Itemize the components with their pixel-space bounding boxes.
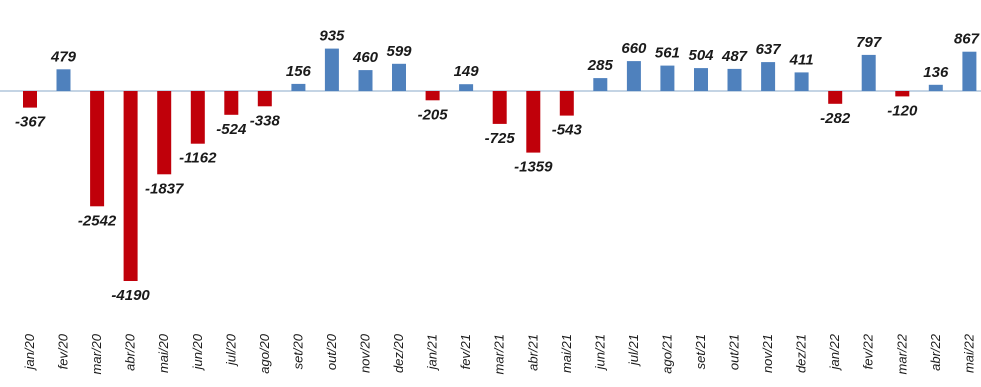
data-label: -205 <box>418 106 449 123</box>
data-label: -120 <box>887 102 918 119</box>
x-tick-label: abr/21 <box>525 334 540 371</box>
x-tick-label: fev/21 <box>458 334 473 369</box>
value-labels-group: -367 479 -2542 -4190 -1837 -1162 -524 -338 156 93… <box>15 28 980 304</box>
bar <box>425 91 440 101</box>
x-tick-label: dez/21 <box>794 334 809 373</box>
x-tick-label: abr/22 <box>928 333 943 371</box>
data-label: -1162 <box>179 150 217 167</box>
bar <box>190 91 205 144</box>
x-tick-label: jan/22 <box>827 333 842 371</box>
x-tick-label: jan/21 <box>425 334 440 371</box>
x-tick-label: set/21 <box>693 334 708 369</box>
bar <box>90 91 105 207</box>
bar <box>559 91 574 116</box>
data-label: 637 <box>756 41 782 58</box>
data-label: -4190 <box>111 287 150 304</box>
x-tick-label: jul/21 <box>626 334 641 367</box>
data-label: -367 <box>15 114 46 131</box>
x-tick-label: mai/21 <box>559 334 574 373</box>
bar <box>727 68 742 91</box>
bar <box>694 68 708 91</box>
x-tick-label: abr/20 <box>123 333 138 371</box>
x-tick-label: mar/22 <box>894 333 909 374</box>
data-label: -282 <box>820 110 851 127</box>
data-label: 797 <box>856 34 882 51</box>
bar <box>593 78 608 91</box>
bar <box>526 91 541 153</box>
bar <box>392 63 406 91</box>
bar <box>291 83 306 91</box>
data-label: 561 <box>655 45 680 62</box>
data-label: 487 <box>721 48 748 65</box>
bars-group <box>23 48 977 281</box>
bar <box>224 91 239 115</box>
bar <box>626 61 641 91</box>
x-tick-label: jan/20 <box>22 333 37 371</box>
bar <box>928 84 943 91</box>
bar <box>56 69 71 91</box>
data-label: 136 <box>923 64 949 81</box>
bar <box>257 91 272 107</box>
data-label: 935 <box>319 28 345 45</box>
bar <box>358 70 373 91</box>
data-label: 504 <box>688 47 714 64</box>
bar <box>23 91 37 108</box>
data-label: 149 <box>454 63 480 80</box>
x-tick-labels-group: jan/20 fev/20 mar/20 abr/20 mai/20 jun/20 jul/… <box>22 333 976 374</box>
x-tick-label: nov/21 <box>760 334 775 373</box>
data-label: -2542 <box>78 212 117 229</box>
bar <box>324 48 339 91</box>
x-tick-label: jun/20 <box>190 333 205 371</box>
x-tick-label: mar/20 <box>89 333 104 374</box>
x-tick-label: fev/20 <box>56 333 71 369</box>
data-label: 867 <box>954 31 980 48</box>
data-label: 460 <box>352 49 379 66</box>
bar <box>794 72 809 91</box>
data-label: -725 <box>485 130 516 147</box>
x-tick-label: dez/20 <box>391 333 406 373</box>
bar <box>123 91 138 281</box>
bar <box>895 91 910 97</box>
data-label: 411 <box>789 51 814 68</box>
data-label: -1837 <box>145 180 184 197</box>
data-label: 156 <box>286 63 312 80</box>
x-tick-label: mar/21 <box>492 334 507 374</box>
x-tick-label: out/20 <box>324 333 339 370</box>
x-tick-label: mai/22 <box>961 333 976 373</box>
bar <box>828 91 843 104</box>
bar <box>492 91 507 124</box>
data-label: -338 <box>250 112 281 129</box>
data-label: 285 <box>587 57 614 74</box>
data-label: -543 <box>552 122 583 139</box>
data-label: 479 <box>50 48 77 65</box>
x-tick-label: mai/20 <box>156 333 171 373</box>
x-tick-label: out/21 <box>727 334 742 370</box>
x-tick-label: ago/20 <box>257 333 272 374</box>
data-label: 599 <box>386 43 412 60</box>
x-tick-label: nov/20 <box>358 333 373 373</box>
bar <box>459 84 474 91</box>
x-tick-label: fev/22 <box>861 333 876 369</box>
bar <box>660 65 675 91</box>
x-tick-label: ago/21 <box>659 334 674 374</box>
bar <box>157 91 172 175</box>
x-tick-label: jul/20 <box>223 333 238 367</box>
x-tick-label: jun/21 <box>592 334 607 371</box>
bar <box>861 54 876 91</box>
bar <box>761 62 776 91</box>
data-label: 660 <box>621 40 647 57</box>
data-label: -1359 <box>514 159 553 176</box>
x-tick-label: set/20 <box>290 333 305 369</box>
bar <box>962 51 977 91</box>
data-label: -524 <box>216 121 247 138</box>
